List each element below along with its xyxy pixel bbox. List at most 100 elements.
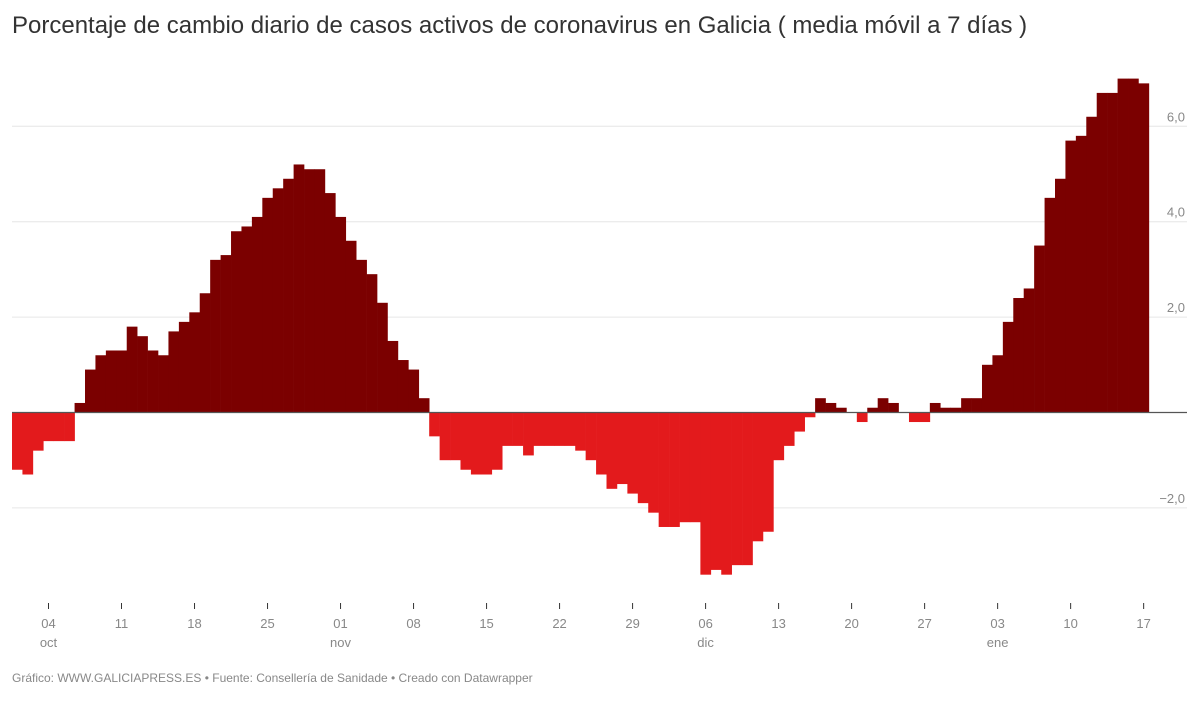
x-tick-day: 06 [698, 616, 712, 631]
bar [251, 216, 263, 413]
bar [637, 412, 649, 504]
bar [199, 293, 211, 413]
bar [867, 407, 878, 413]
bar [272, 188, 284, 413]
y-tick-label: 4,0 [1167, 205, 1185, 220]
bar [804, 412, 816, 418]
bar [1138, 83, 1150, 413]
bar [502, 412, 513, 446]
bar [345, 240, 357, 413]
bar [335, 216, 347, 413]
chart-title: Porcentaje de cambio diario de casos act… [12, 12, 1028, 39]
x-tick-day: 04 [41, 616, 55, 631]
bar [950, 407, 962, 413]
bar [105, 350, 117, 413]
bar [616, 412, 628, 485]
bar [648, 412, 659, 513]
y-tick-label: 6,0 [1167, 109, 1185, 124]
bar [835, 407, 847, 413]
bar [1128, 78, 1139, 413]
bar [450, 412, 461, 461]
x-tick-month: ene [987, 635, 1009, 650]
bar [929, 402, 941, 413]
x-tick-month: nov [330, 635, 351, 650]
bar [919, 412, 931, 423]
bar [95, 355, 107, 413]
bar [64, 412, 75, 442]
chart-footer-credits: Gráfico: WWW.GALICIAPRESS.ES • Fuente: C… [12, 671, 533, 685]
bar [700, 412, 712, 575]
bar [366, 274, 378, 413]
bar [575, 412, 586, 451]
bar [74, 402, 86, 413]
bar [585, 412, 597, 461]
bar [1055, 178, 1066, 413]
x-tick-day: 20 [844, 616, 858, 631]
bar [231, 231, 242, 413]
bar [512, 412, 524, 446]
x-tick-day: 01 [333, 616, 347, 631]
bars [12, 78, 1150, 575]
x-tick-day: 13 [771, 616, 785, 631]
bar [210, 259, 221, 413]
bar [981, 364, 993, 413]
bar [888, 402, 899, 413]
bar [356, 259, 367, 413]
bar [314, 169, 326, 413]
x-axis-labels: 04 oct 11 18 25 01 nov 08 15 22 29 06 dic 13 20 27 03 ene… [40, 603, 1151, 650]
bar [762, 412, 774, 532]
bar [220, 255, 232, 413]
bar [147, 350, 159, 413]
x-tick-month: oct [40, 635, 58, 650]
x-tick-day: 27 [917, 616, 931, 631]
bar [721, 412, 732, 575]
bar [961, 398, 972, 413]
bar [418, 398, 430, 413]
bar [12, 412, 23, 470]
bar [1044, 197, 1056, 413]
bar [387, 340, 399, 413]
bar [189, 312, 201, 413]
bar [1086, 116, 1098, 413]
bar [32, 412, 44, 451]
bar [324, 193, 336, 413]
bar [940, 407, 951, 413]
x-tick-day: 29 [625, 616, 639, 631]
y-axis-labels: 6,0 4,0 2,0 −2,0 [1159, 109, 1185, 506]
bar [908, 412, 920, 423]
bar [543, 412, 555, 446]
bar [658, 412, 670, 527]
bar [627, 412, 639, 494]
bar [293, 164, 305, 413]
bar [397, 360, 409, 413]
bar [815, 398, 826, 413]
bar [43, 412, 55, 442]
bar [742, 412, 753, 566]
bar [533, 412, 545, 446]
bar [1075, 135, 1087, 413]
bar [794, 412, 805, 432]
bar [262, 197, 274, 413]
bar [1065, 140, 1077, 413]
bar [606, 412, 618, 489]
bar [22, 412, 34, 475]
x-tick-day: 17 [1136, 616, 1150, 631]
bar [1096, 92, 1108, 413]
x-tick-day: 15 [479, 616, 493, 631]
y-tick-label: 2,0 [1167, 300, 1185, 315]
bar [1013, 298, 1025, 413]
bar [554, 412, 566, 446]
bar [1117, 78, 1129, 413]
bar [752, 412, 764, 542]
bar [971, 398, 983, 413]
bar [679, 412, 691, 523]
bar [783, 412, 795, 446]
bar [773, 412, 785, 461]
bar [137, 336, 148, 413]
bar [126, 326, 138, 413]
bar [304, 169, 315, 413]
bar [710, 412, 722, 570]
bar [491, 412, 503, 470]
bar [689, 412, 701, 523]
x-tick-day: 22 [552, 616, 566, 631]
